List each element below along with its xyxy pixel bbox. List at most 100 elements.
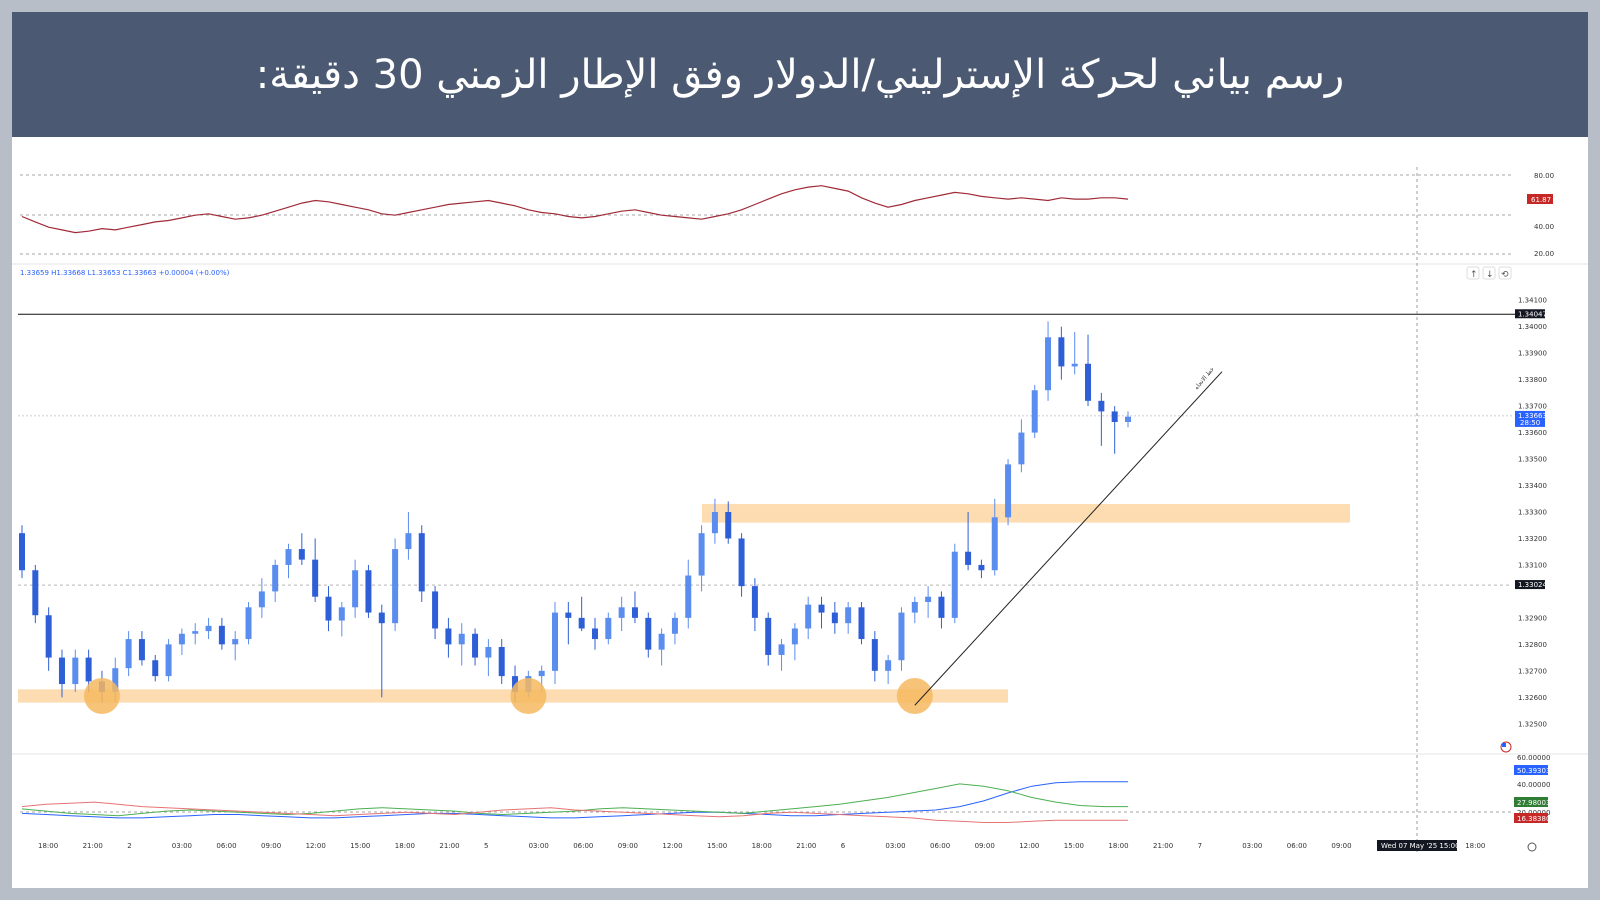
- price-marker-label: 1.33024: [1518, 581, 1547, 589]
- candle: [925, 596, 932, 602]
- candle: [725, 512, 732, 539]
- time-tick-label: 06:00: [930, 842, 950, 850]
- price-tick-label: 1.33900: [1518, 350, 1547, 358]
- candle: [218, 625, 225, 645]
- time-tick-label: 21:00: [83, 842, 103, 850]
- adx-value-label: 50.39303: [1517, 767, 1550, 775]
- adx-level-label: 60.00000: [1517, 754, 1550, 762]
- rsi-value-badge: [1527, 194, 1553, 204]
- candle: [591, 628, 598, 640]
- candle: [578, 617, 585, 629]
- candle: [325, 596, 332, 621]
- time-tick-label: 18:00: [1465, 842, 1485, 850]
- price-tick-label: 1.33700: [1518, 403, 1547, 411]
- page-title: رسم بياني لحركة الإسترليني/الدولار وفق ا…: [255, 51, 1345, 98]
- candle: [818, 604, 825, 613]
- candle: [32, 570, 39, 616]
- crosshair-date-badge: [1377, 840, 1457, 851]
- price-marker-label: 1.33663: [1518, 412, 1547, 420]
- support-touch-circle: [510, 677, 547, 714]
- arrow-down-icon[interactable]: [1482, 266, 1496, 280]
- candle: [1005, 464, 1012, 518]
- price-tick-label: 1.33200: [1518, 535, 1547, 543]
- time-tick-label: 12:00: [662, 842, 682, 850]
- price-tick-label: 1.32500: [1518, 720, 1547, 728]
- price-tick-label: 1.33300: [1518, 509, 1547, 517]
- candle: [658, 633, 665, 650]
- candle: [898, 612, 905, 661]
- time-tick-label: 5: [484, 842, 488, 850]
- candle: [538, 670, 545, 677]
- refresh-icon[interactable]: [1498, 266, 1512, 280]
- flag-us-icon: [1502, 743, 1506, 747]
- candle: [831, 612, 838, 624]
- price-tick-label: 1.33400: [1518, 482, 1547, 490]
- time-tick-label: 18:00: [1108, 842, 1128, 850]
- candle: [45, 615, 52, 658]
- time-tick-label: 15:00: [1064, 842, 1084, 850]
- price-axis: 1.341001.340001.339001.338001.337001.336…: [1518, 297, 1547, 729]
- candle: [685, 575, 692, 618]
- time-tick-label: 03:00: [1242, 842, 1262, 850]
- candle: [1071, 363, 1078, 367]
- time-tick-label: 21:00: [1153, 842, 1173, 850]
- settings-icon[interactable]: [1527, 842, 1537, 852]
- candle: [1018, 432, 1025, 465]
- candle: [58, 657, 65, 685]
- candle: [405, 533, 412, 550]
- price-marker-label: 1.34047: [1518, 310, 1547, 318]
- time-tick-label: 6: [841, 842, 846, 850]
- time-tick-label: 12:00: [306, 842, 326, 850]
- time-tick-label: 21:00: [439, 842, 459, 850]
- time-tick-label: 2: [127, 842, 131, 850]
- candle: [1111, 411, 1118, 422]
- candle: [645, 617, 652, 650]
- time-tick-label: 21:00: [796, 842, 816, 850]
- adx-panel: 60.00000 40.00000 20.00000 50.39303 27.9…: [20, 754, 1550, 823]
- price-marker-badge: [1515, 410, 1545, 427]
- trading-chart[interactable]: 80.00 40.00 20.00 61.87 1.33659 H1.33668…: [12, 137, 1588, 888]
- candle: [418, 533, 425, 592]
- candle: [965, 551, 972, 565]
- time-tick-label: 09:00: [261, 842, 281, 850]
- price-tick-label: 1.33100: [1518, 561, 1547, 569]
- candle: [871, 639, 878, 671]
- candle: [698, 533, 705, 576]
- price-grid: [18, 313, 1542, 586]
- candle: [552, 612, 559, 671]
- trend-line: [914, 371, 1223, 706]
- candle: [498, 647, 505, 677]
- price-tick-label: 1.34100: [1518, 297, 1547, 305]
- time-tick-label: 09:00: [1331, 842, 1351, 850]
- candle: [272, 564, 279, 592]
- rsi-level-label: 80.00: [1534, 172, 1554, 180]
- time-tick-label: 15:00: [707, 842, 727, 850]
- resistance-zone: [702, 504, 1350, 523]
- adx-level-label: 40.00000: [1517, 781, 1550, 789]
- candle: [365, 570, 372, 613]
- minus-di-badge: [1514, 813, 1548, 823]
- slide-frame: رسم بياني لحركة الإسترليني/الدولار وفق ا…: [12, 12, 1588, 888]
- candle: [631, 607, 638, 618]
- ohlc-readout: 1.33659 H1.33668 L1.33653 C1.33663 +0.00…: [20, 269, 230, 277]
- time-tick-label: 15:00: [350, 842, 370, 850]
- candle: [1045, 337, 1052, 391]
- rsi-panel: 80.00 40.00 20.00 61.87: [20, 172, 1554, 258]
- candle: [1085, 363, 1092, 401]
- price-tick-label: 1.33500: [1518, 456, 1547, 464]
- candle: [845, 607, 852, 624]
- touch-circles: [83, 677, 933, 714]
- price-tick-label: 1.32600: [1518, 694, 1547, 702]
- price-tick-label: 1.32700: [1518, 667, 1547, 675]
- candle: [298, 549, 305, 560]
- arrow-up-icon[interactable]: [1466, 266, 1480, 280]
- time-tick-label: 06:00: [573, 842, 593, 850]
- candle: [152, 660, 159, 677]
- candle: [472, 633, 479, 658]
- plus-di-badge: [1514, 797, 1548, 807]
- candle: [445, 628, 452, 645]
- candle: [485, 647, 492, 658]
- candle: [205, 625, 212, 632]
- candle: [805, 604, 812, 629]
